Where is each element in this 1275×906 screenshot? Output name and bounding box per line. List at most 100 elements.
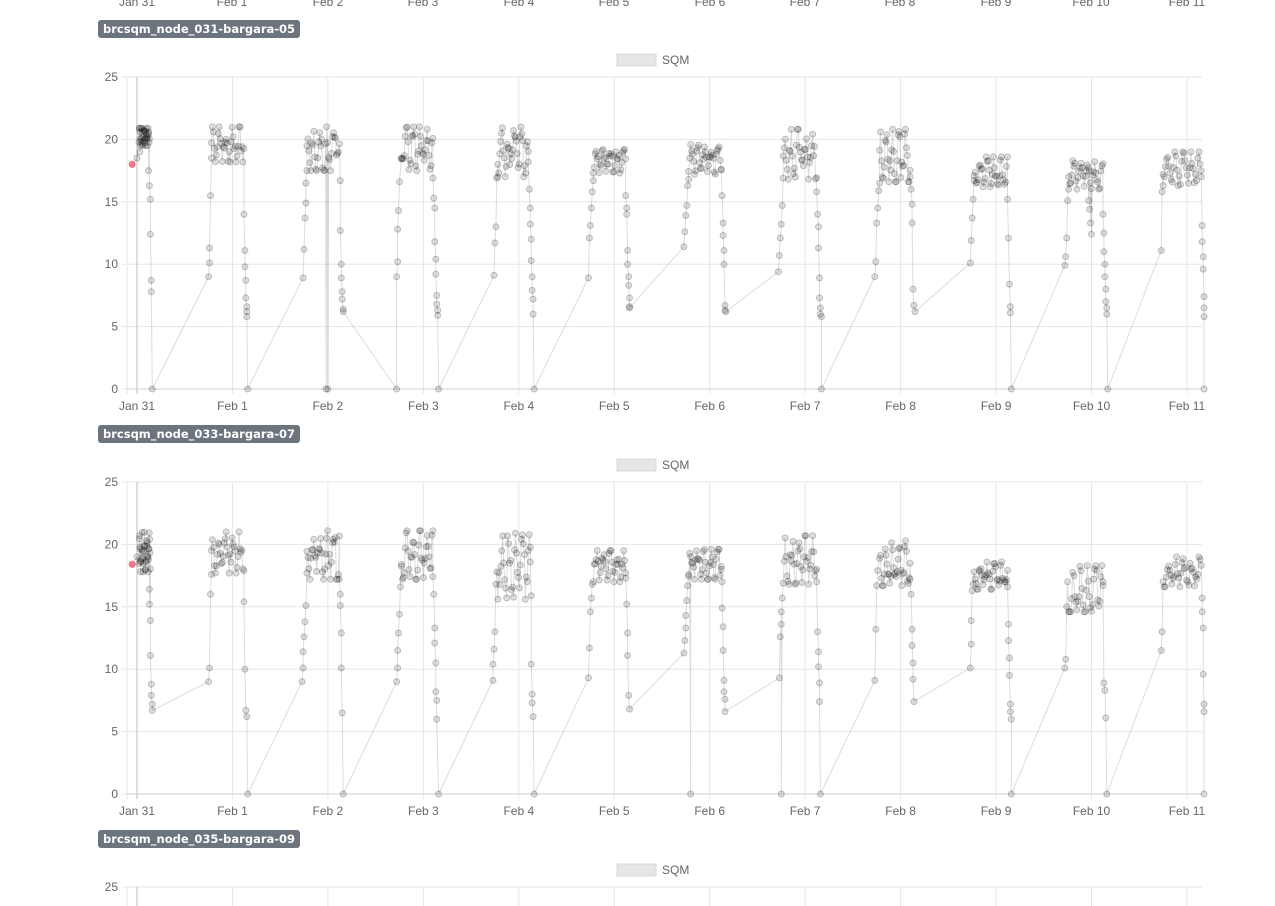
data-point xyxy=(496,581,504,588)
data-point xyxy=(603,576,611,584)
data-point xyxy=(716,571,724,579)
data-point xyxy=(147,276,155,284)
data-point xyxy=(1076,164,1084,172)
data-point xyxy=(619,149,627,156)
data-point xyxy=(210,562,218,570)
series-line-path xyxy=(131,125,1205,391)
data-point xyxy=(1193,575,1201,583)
data-point xyxy=(338,709,346,717)
data-point xyxy=(240,210,248,218)
data-point xyxy=(810,152,818,160)
data-point xyxy=(146,195,154,203)
data-point xyxy=(331,134,339,142)
data-point xyxy=(808,142,815,150)
data-point xyxy=(908,625,916,633)
data-point xyxy=(1072,598,1080,606)
legend-swatch[interactable] xyxy=(616,53,657,67)
data-point xyxy=(335,532,343,540)
data-point xyxy=(139,142,147,150)
data-point xyxy=(1092,562,1100,570)
data-point xyxy=(895,545,903,553)
data-point xyxy=(1087,604,1094,612)
data-point xyxy=(309,141,317,149)
data-point xyxy=(1074,174,1082,181)
data-point xyxy=(808,548,816,555)
data-point xyxy=(722,308,730,316)
data-point xyxy=(971,575,979,583)
data-point xyxy=(1078,585,1086,592)
data-point xyxy=(515,160,523,168)
data-point xyxy=(787,557,795,565)
data-point xyxy=(1000,576,1008,584)
data-point xyxy=(516,561,524,569)
data-point xyxy=(1179,148,1187,156)
data-point xyxy=(873,219,881,227)
data-point xyxy=(207,192,214,200)
data-point xyxy=(714,545,722,553)
data-point xyxy=(142,134,150,142)
data-point xyxy=(1006,708,1014,716)
data-point xyxy=(620,547,628,555)
data-point xyxy=(137,558,145,566)
legend-swatch[interactable] xyxy=(616,458,657,472)
data-point xyxy=(590,163,598,171)
node-label-badge: brcsqm_node_033-bargara-07 xyxy=(98,425,301,443)
data-point xyxy=(311,552,319,559)
data-point xyxy=(802,146,809,153)
data-point xyxy=(598,554,606,562)
data-point xyxy=(143,135,151,143)
data-point xyxy=(523,142,530,150)
data-point xyxy=(1103,790,1111,798)
data-point xyxy=(884,570,892,578)
data-point xyxy=(871,676,879,684)
data-point xyxy=(790,164,798,172)
data-point xyxy=(1173,553,1180,561)
data-point xyxy=(604,572,612,580)
data-point xyxy=(339,308,347,316)
data-point xyxy=(623,210,631,218)
data-point xyxy=(234,142,242,150)
data-point xyxy=(147,691,155,699)
data-point xyxy=(617,573,625,581)
legend-swatch[interactable] xyxy=(616,863,657,877)
data-point xyxy=(805,580,813,588)
data-point xyxy=(792,141,800,149)
data-point xyxy=(1000,176,1007,184)
legend-label[interactable]: SQM xyxy=(662,458,689,472)
data-point xyxy=(305,565,313,573)
data-point xyxy=(694,554,702,562)
data-point xyxy=(906,173,914,181)
data-point xyxy=(322,385,330,393)
data-point xyxy=(786,551,794,559)
data-point xyxy=(710,168,718,176)
data-point xyxy=(1003,162,1010,170)
data-point xyxy=(1200,293,1208,301)
legend-label[interactable]: SQM xyxy=(662,863,689,877)
data-point xyxy=(1061,664,1069,672)
data-point xyxy=(785,580,793,588)
data-point xyxy=(684,582,692,590)
data-point xyxy=(337,274,345,282)
data-point xyxy=(778,594,786,602)
data-point xyxy=(906,166,914,174)
data-point xyxy=(498,129,505,137)
data-point xyxy=(717,565,725,573)
data-point xyxy=(405,566,413,574)
data-point xyxy=(489,676,497,684)
data-point xyxy=(1099,578,1107,586)
data-point xyxy=(619,564,627,571)
legend-label[interactable]: SQM xyxy=(662,53,689,67)
data-point xyxy=(1094,596,1102,604)
data-point xyxy=(435,385,443,393)
data-point xyxy=(136,545,144,553)
data-point xyxy=(899,162,907,170)
series-points xyxy=(128,123,1208,393)
data-point xyxy=(394,225,402,233)
data-point xyxy=(498,547,506,555)
data-point xyxy=(413,167,421,175)
data-point xyxy=(625,281,633,289)
data-point xyxy=(686,549,694,557)
data-point xyxy=(1074,597,1082,605)
data-point xyxy=(326,156,333,163)
data-point xyxy=(512,137,520,145)
